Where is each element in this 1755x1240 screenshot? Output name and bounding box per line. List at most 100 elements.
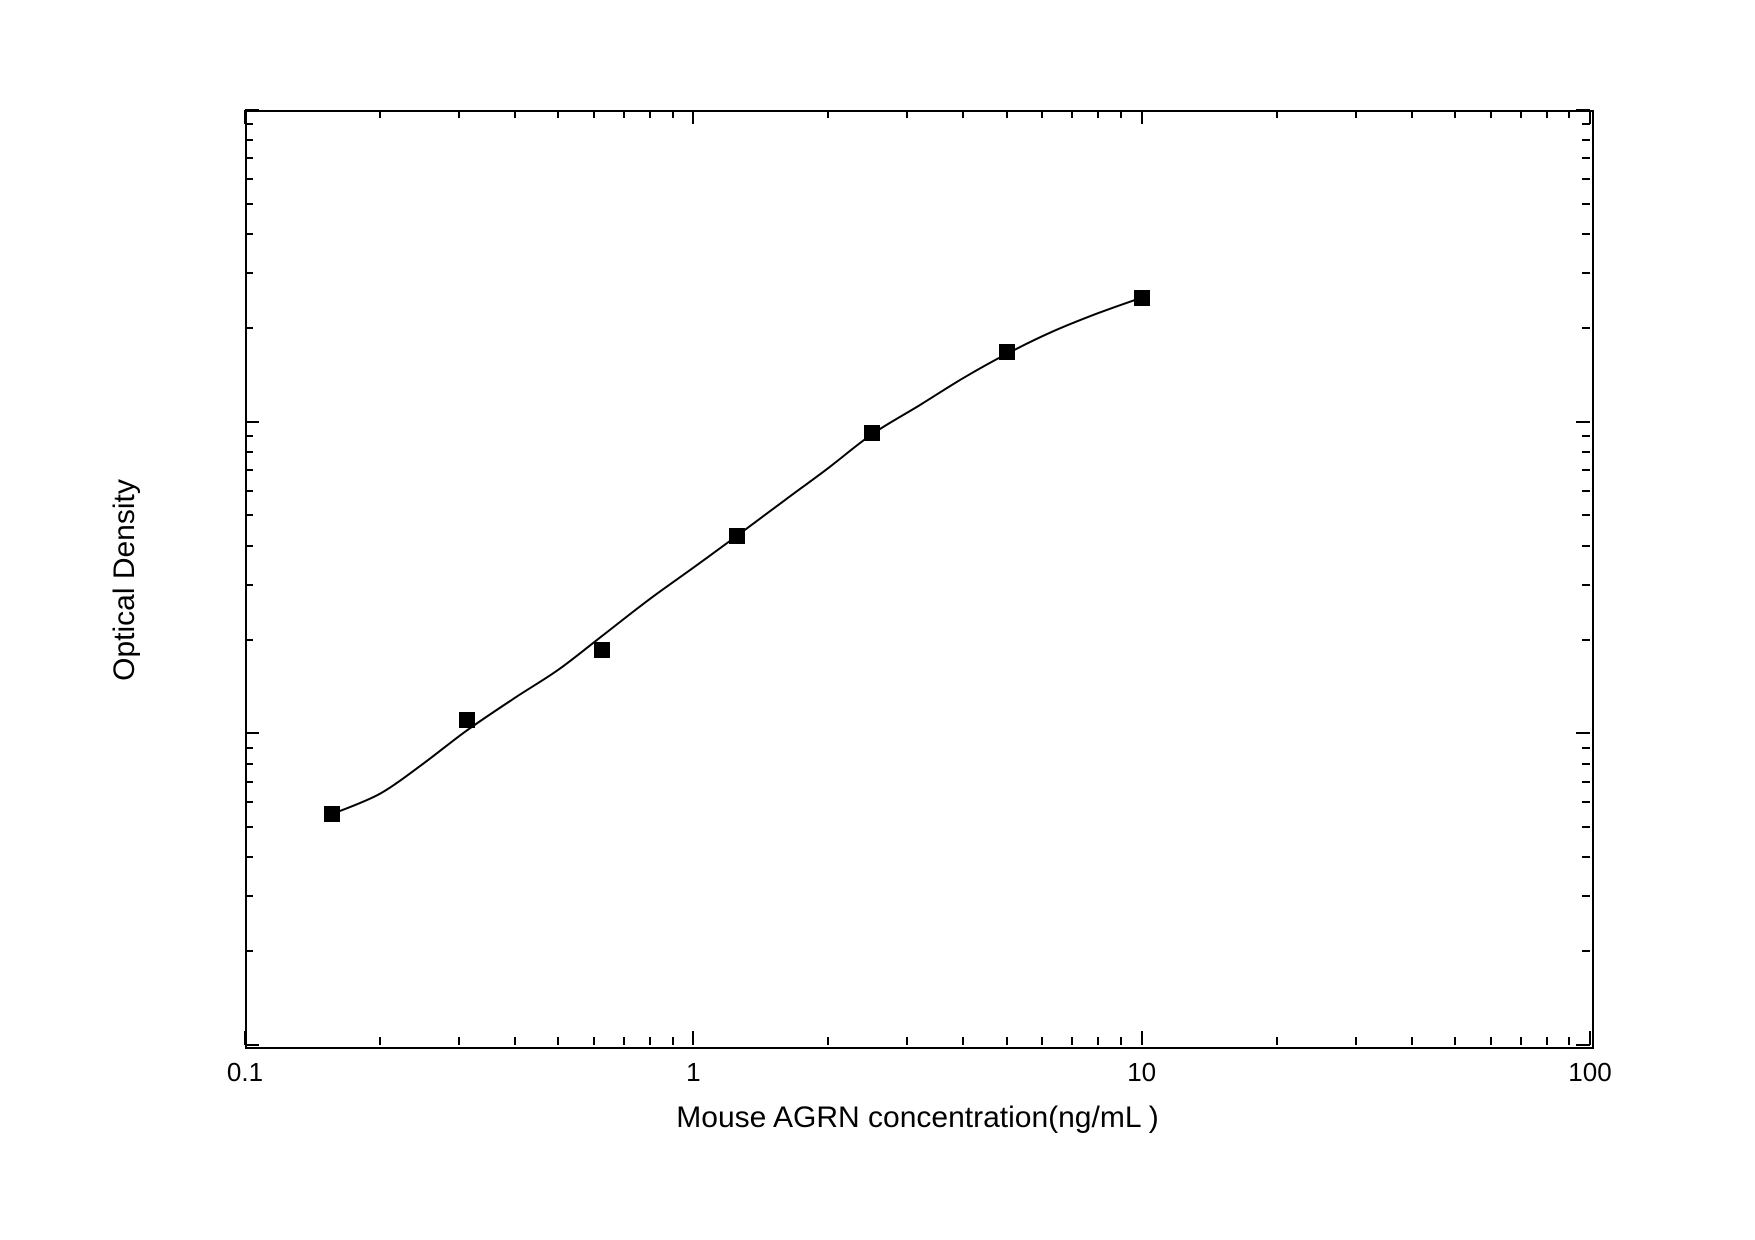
x-tick-label: 0.1 — [205, 1057, 285, 1088]
data-point — [324, 806, 340, 822]
x-minor-tick — [623, 1037, 625, 1045]
x-minor-tick-top — [962, 110, 964, 118]
x-major-tick — [1589, 1031, 1591, 1045]
y-minor-tick-right — [1582, 469, 1590, 471]
y-minor-tick-right — [1582, 895, 1590, 897]
x-minor-tick-top — [649, 110, 651, 118]
x-major-tick — [244, 1031, 246, 1045]
x-minor-tick — [593, 1037, 595, 1045]
y-minor-tick — [245, 123, 253, 125]
x-minor-tick-top — [1411, 110, 1413, 118]
y-minor-tick — [245, 490, 253, 492]
y-minor-tick — [245, 545, 253, 547]
y-minor-tick-right — [1582, 763, 1590, 765]
x-minor-tick — [1546, 1037, 1548, 1045]
curve-line — [0, 0, 1755, 1240]
x-major-tick-top — [692, 110, 694, 124]
x-tick-label: 1 — [653, 1057, 733, 1088]
data-point — [1134, 290, 1150, 306]
x-minor-tick-top — [1520, 110, 1522, 118]
x-minor-tick — [1071, 1037, 1073, 1045]
x-minor-tick-top — [1120, 110, 1122, 118]
y-minor-tick — [245, 327, 253, 329]
y-minor-tick — [245, 826, 253, 828]
x-minor-tick-top — [1490, 110, 1492, 118]
x-minor-tick — [1041, 1037, 1043, 1045]
y-minor-tick — [245, 178, 253, 180]
y-minor-tick — [245, 856, 253, 858]
x-minor-tick-top — [458, 110, 460, 118]
y-minor-tick — [245, 747, 253, 749]
x-minor-tick — [458, 1037, 460, 1045]
x-minor-tick-top — [623, 110, 625, 118]
x-minor-tick — [1276, 1037, 1278, 1045]
x-minor-tick — [557, 1037, 559, 1045]
x-minor-tick-top — [593, 110, 595, 118]
x-tick-label: 100 — [1550, 1057, 1630, 1088]
x-minor-tick-top — [1071, 110, 1073, 118]
x-minor-tick — [1411, 1037, 1413, 1045]
x-minor-tick — [649, 1037, 651, 1045]
x-minor-tick-top — [827, 110, 829, 118]
y-minor-tick — [245, 584, 253, 586]
y-minor-tick-right — [1582, 272, 1590, 274]
y-minor-tick — [245, 895, 253, 897]
x-minor-tick — [514, 1037, 516, 1045]
fitted-curve — [332, 298, 1142, 815]
y-minor-tick — [245, 763, 253, 765]
x-major-tick-top — [1589, 110, 1591, 124]
y-major-tick-right — [1576, 421, 1590, 423]
x-axis-label: Mouse AGRN concentration(ng/mL ) — [245, 1101, 1590, 1135]
x-major-tick-top — [1141, 110, 1143, 124]
data-point — [459, 712, 475, 728]
y-minor-tick-right — [1582, 233, 1590, 235]
x-minor-tick-top — [1276, 110, 1278, 118]
x-minor-tick — [672, 1037, 674, 1045]
y-major-tick-right — [1576, 109, 1590, 111]
y-minor-tick — [245, 272, 253, 274]
x-minor-tick — [827, 1037, 829, 1045]
x-minor-tick — [1355, 1037, 1357, 1045]
y-minor-tick — [245, 157, 253, 159]
y-minor-tick-right — [1582, 451, 1590, 453]
x-tick-label: 10 — [1102, 1057, 1182, 1088]
x-minor-tick-top — [379, 110, 381, 118]
x-minor-tick — [1568, 1037, 1570, 1045]
x-minor-tick-top — [672, 110, 674, 118]
y-minor-tick — [245, 435, 253, 437]
y-minor-tick — [245, 801, 253, 803]
y-minor-tick-right — [1582, 514, 1590, 516]
y-major-tick — [245, 421, 259, 423]
x-minor-tick-top — [1041, 110, 1043, 118]
y-minor-tick-right — [1582, 639, 1590, 641]
data-point — [594, 642, 610, 658]
x-minor-tick — [1120, 1037, 1122, 1045]
y-minor-tick-right — [1582, 950, 1590, 952]
x-minor-tick — [1490, 1037, 1492, 1045]
y-minor-tick-right — [1582, 157, 1590, 159]
y-axis-label: Optical Density — [108, 380, 142, 780]
x-minor-tick — [1097, 1037, 1099, 1045]
y-major-tick-right — [1576, 732, 1590, 734]
x-minor-tick-top — [1568, 110, 1570, 118]
y-minor-tick-right — [1582, 203, 1590, 205]
x-major-tick-top — [244, 110, 246, 124]
x-major-tick — [1141, 1031, 1143, 1045]
data-point — [999, 344, 1015, 360]
x-minor-tick-top — [514, 110, 516, 118]
x-minor-tick-top — [1355, 110, 1357, 118]
x-minor-tick-top — [1454, 110, 1456, 118]
y-minor-tick — [245, 233, 253, 235]
y-minor-tick-right — [1582, 123, 1590, 125]
y-minor-tick-right — [1582, 584, 1590, 586]
x-major-tick — [692, 1031, 694, 1045]
x-minor-tick-top — [906, 110, 908, 118]
y-minor-tick — [245, 514, 253, 516]
y-major-tick-right — [1576, 1044, 1590, 1046]
y-minor-tick-right — [1582, 545, 1590, 547]
x-minor-tick — [1520, 1037, 1522, 1045]
y-minor-tick-right — [1582, 139, 1590, 141]
y-minor-tick — [245, 203, 253, 205]
data-point — [729, 528, 745, 544]
x-minor-tick — [379, 1037, 381, 1045]
